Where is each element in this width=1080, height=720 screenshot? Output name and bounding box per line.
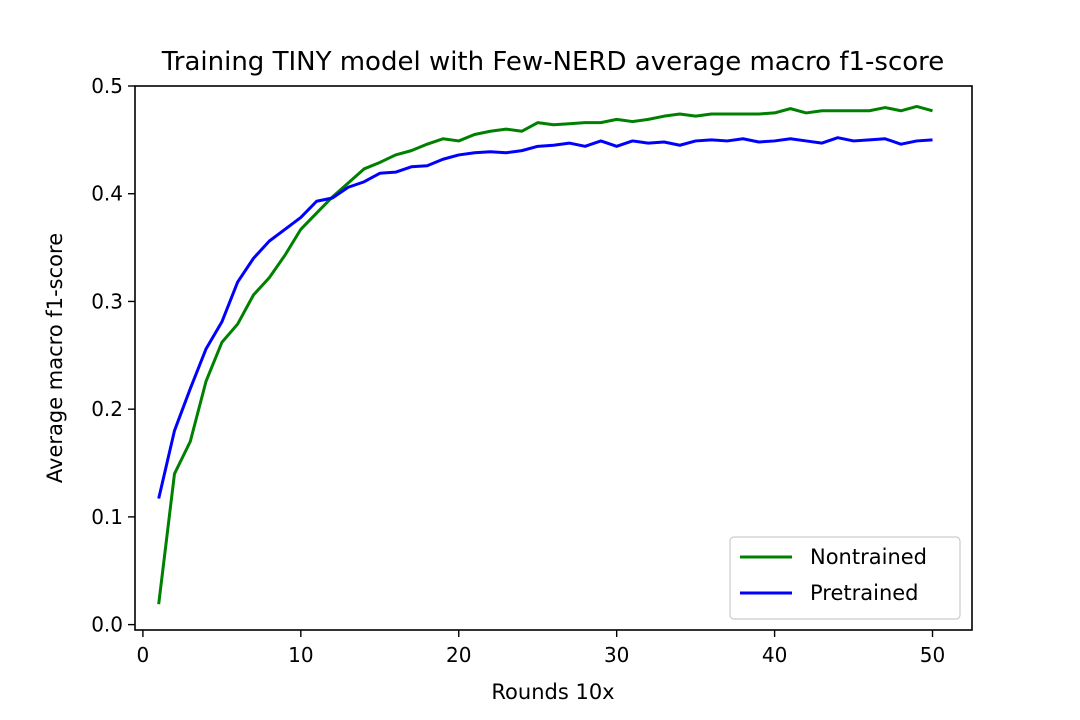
y-tick-label: 0.3 — [91, 289, 123, 313]
plot-frame — [134, 85, 973, 631]
series-line-pretrained — [157, 136, 933, 499]
y-tick-label: 0.1 — [91, 505, 123, 529]
legend: Nontrained Pretrained — [729, 536, 961, 620]
y-tick-label: 0.4 — [91, 182, 123, 206]
legend-label-nontrained: Nontrained — [810, 545, 927, 569]
y-tick-label: 0.5 — [91, 74, 123, 98]
x-tick-label: 50 — [920, 643, 945, 667]
x-tick-label: 0 — [137, 643, 150, 667]
x-tick-label: 10 — [288, 643, 313, 667]
y-tick-label: 0.0 — [91, 613, 123, 637]
x-tick-label: 40 — [762, 643, 787, 667]
chart-title: Training TINY model with Few-NERD averag… — [161, 47, 945, 77]
x-tick-label: 20 — [446, 643, 471, 667]
plot-area — [157, 104, 933, 605]
y-tick-label: 0.2 — [91, 397, 123, 421]
series-line-nontrained — [157, 104, 933, 605]
x-tick-label: 30 — [604, 643, 629, 667]
legend-label-pretrained: Pretrained — [810, 581, 919, 605]
y-axis-label: Average macro f1-score — [43, 233, 67, 483]
x-axis-label: Rounds 10x — [491, 680, 614, 704]
axis-ticks: 0 10 20 30 40 50 0.0 0.1 0.2 0.3 0.4 0.5 — [91, 74, 945, 667]
